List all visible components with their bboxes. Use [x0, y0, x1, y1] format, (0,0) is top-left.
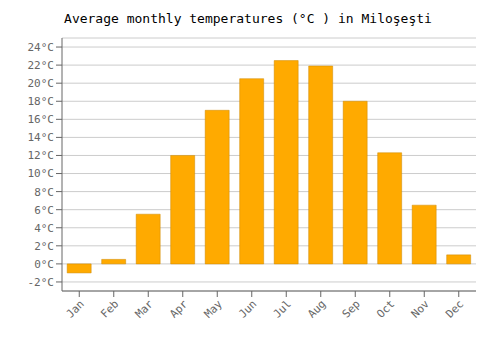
svg-text:Jan: Jan: [64, 297, 87, 320]
svg-text:14°C: 14°C: [28, 131, 55, 144]
svg-text:Dec: Dec: [443, 297, 466, 320]
svg-text:18°C: 18°C: [28, 95, 55, 108]
svg-text:24°C: 24°C: [28, 41, 55, 54]
svg-text:16°C: 16°C: [28, 113, 55, 126]
svg-text:Feb: Feb: [98, 297, 121, 320]
svg-text:Jun: Jun: [236, 297, 259, 320]
svg-text:Aug: Aug: [305, 297, 328, 320]
svg-text:Sep: Sep: [340, 297, 363, 320]
html-text:Average monthly temperatures (: Average monthly temperatures (°C ) in Mi…: [64, 11, 432, 26]
svg-text:20°C: 20°C: [28, 77, 55, 90]
svg-text:22°C: 22°C: [28, 59, 55, 72]
svg-text:2°C: 2°C: [34, 240, 54, 253]
svg-text:Jul: Jul: [271, 297, 294, 320]
svg-text:10°C: 10°C: [28, 167, 55, 180]
svg-text:12°C: 12°C: [28, 149, 55, 162]
svg-text:Oct: Oct: [374, 297, 397, 320]
svg-text:Apr: Apr: [167, 297, 191, 321]
svg-text:4°C: 4°C: [34, 222, 54, 235]
svg-text:-2°C: -2°C: [28, 276, 55, 289]
svg-text:May: May: [202, 297, 226, 321]
svg-text:8°C: 8°C: [34, 186, 54, 199]
svg-text:Mar: Mar: [133, 297, 157, 321]
svg-text:Nov: Nov: [409, 297, 433, 321]
svg-text:6°C: 6°C: [34, 204, 54, 217]
svg-text:0°C: 0°C: [34, 258, 54, 271]
